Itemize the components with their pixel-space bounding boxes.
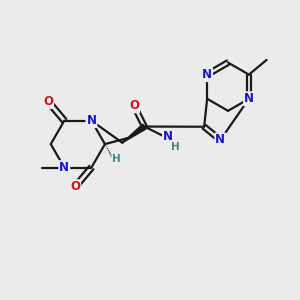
- Text: H: H: [112, 154, 121, 164]
- Text: N: N: [163, 130, 173, 143]
- Text: N: N: [244, 92, 254, 105]
- Text: N: N: [215, 134, 225, 146]
- Text: H: H: [171, 142, 180, 152]
- Text: N: N: [86, 114, 96, 127]
- Text: O: O: [129, 99, 139, 112]
- Polygon shape: [122, 124, 146, 143]
- Text: N: N: [202, 68, 212, 81]
- Text: O: O: [70, 180, 80, 193]
- Text: O: O: [43, 95, 53, 108]
- Text: N: N: [59, 161, 69, 174]
